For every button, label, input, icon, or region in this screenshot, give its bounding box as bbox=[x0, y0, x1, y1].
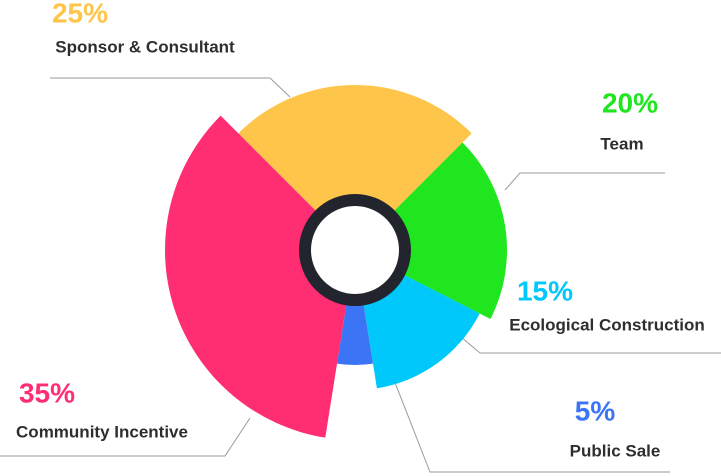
center-ring bbox=[299, 194, 411, 306]
category-label: Community Incentive bbox=[16, 422, 188, 441]
leader-line bbox=[454, 331, 721, 354]
slice bbox=[355, 142, 507, 320]
category-label: Team bbox=[600, 134, 643, 153]
leader-line bbox=[504, 172, 665, 191]
percent-label: 35% bbox=[19, 377, 75, 408]
leader-line bbox=[384, 356, 670, 473]
leader-line bbox=[50, 77, 291, 98]
slice bbox=[238, 85, 472, 250]
percent-label: 15% bbox=[517, 275, 573, 306]
percent-label: 5% bbox=[575, 395, 616, 426]
slice bbox=[164, 115, 355, 438]
leader-line bbox=[0, 417, 251, 457]
slice bbox=[337, 250, 373, 365]
category-label: Sponsor & Consultant bbox=[55, 37, 235, 56]
percent-label: 20% bbox=[602, 87, 658, 118]
category-label: Ecological Construction bbox=[509, 315, 705, 334]
percent-label: 25% bbox=[52, 0, 108, 28]
category-label: Public Sale bbox=[570, 441, 661, 460]
